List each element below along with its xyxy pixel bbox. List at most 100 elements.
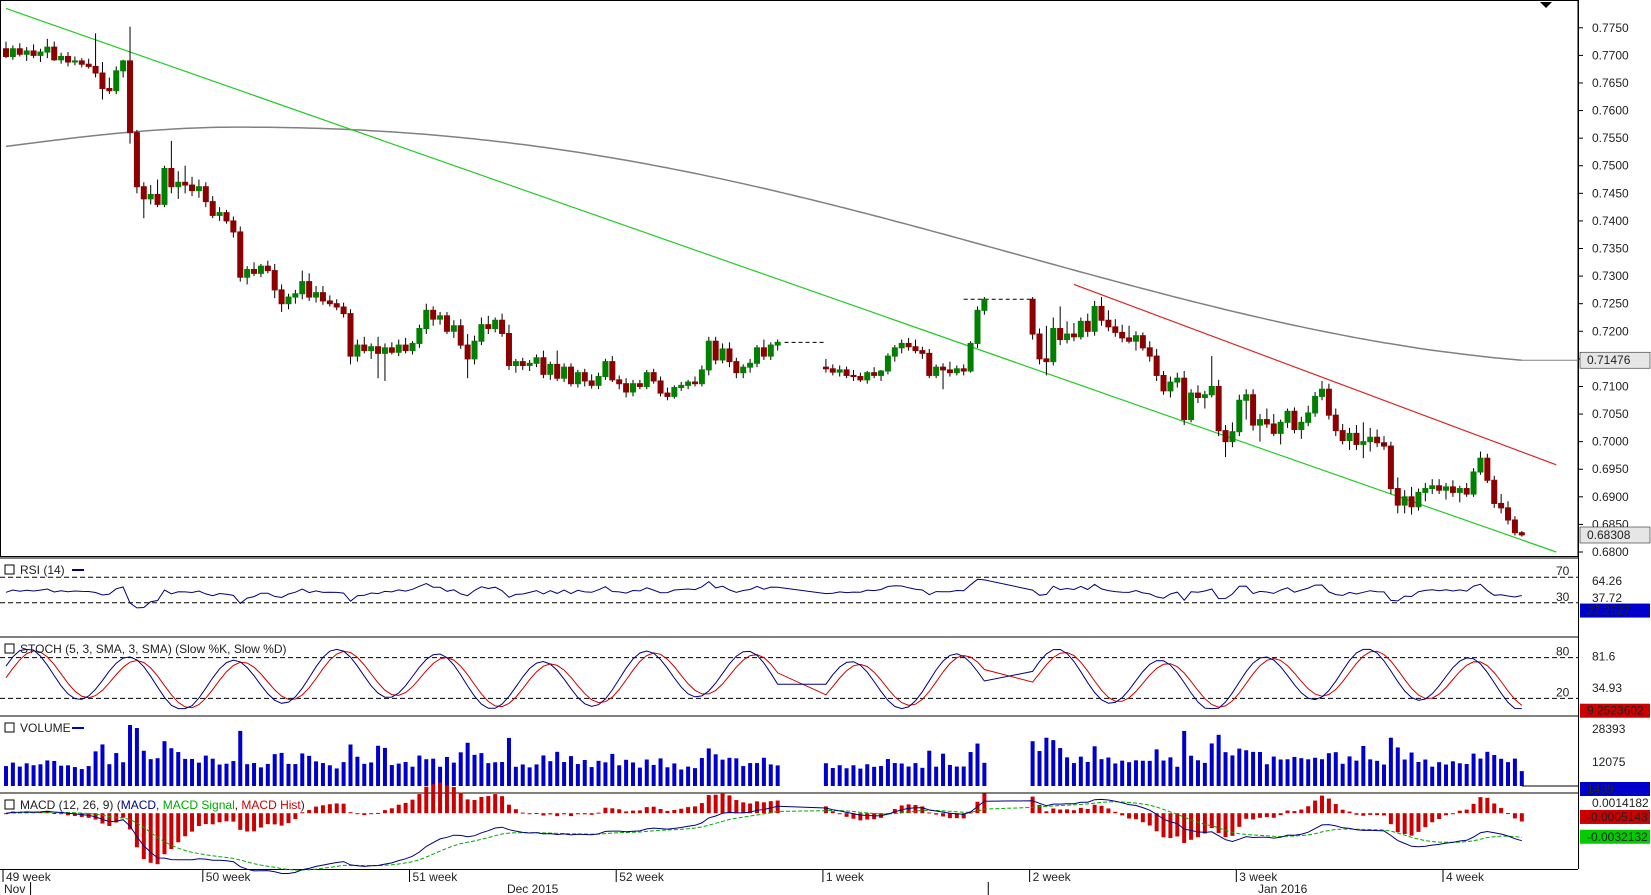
macd-collapse-icon[interactable] [4,799,15,810]
macd-hist-bar [1444,813,1449,816]
candle-body [1374,436,1381,444]
macd-hist-bar [1209,813,1214,829]
candle-body [92,65,99,74]
volume-bar [920,767,925,786]
volume-bar [121,762,126,786]
candle-body [898,342,905,349]
candle-body [58,55,65,61]
candle-body [113,70,120,92]
candle-body [44,46,51,53]
macd-hist-bar [761,802,766,814]
volume-title: VOLUME [20,721,71,735]
candle-body [1318,388,1325,397]
volume-bar [520,764,525,786]
macd-hist-bar [954,813,959,819]
volume-bar [1471,753,1476,786]
macd-hist-bar [1037,804,1042,814]
price-tick-label: 0.7200 [1592,324,1629,338]
volume-bar [1292,756,1297,786]
volume-bar [865,764,870,786]
price-tick-label: 0.7100 [1592,379,1629,393]
macd-hist-bar [665,810,670,814]
candle-body [223,212,230,222]
volume-bar [727,757,732,786]
candle-body [285,296,292,305]
macd-hist-bar [927,812,932,814]
macd-hist-bar [727,795,732,814]
macd-hist-bar [4,813,8,815]
macd-hist-bar [1388,813,1393,825]
candle-body [1505,507,1512,521]
candle-body [85,63,92,67]
volume-bar [369,762,374,786]
macd-hist-bar [1326,798,1331,814]
price-tick-label: 0.7450 [1592,186,1629,200]
macd-hist-bar [341,803,346,814]
month-label: Jan 2016 [1258,882,1308,895]
candle-body [623,383,630,393]
volume-bar [389,765,394,786]
volume-bar [1409,752,1414,786]
volume-bar [24,763,29,786]
macd-hist-bar [624,811,629,814]
macd-hist-bar [217,813,222,823]
macd-hist-bar [1168,813,1173,839]
macd-hist-bar [1375,813,1380,816]
macd-title-part: MACD [121,798,157,812]
volume-bar [1147,760,1152,786]
volume-bar [4,766,8,786]
volume-collapse-icon[interactable] [4,722,15,733]
green-trendline [5,7,1557,553]
candle-body [1298,421,1305,431]
volume-bar [362,763,367,786]
volume-bar [190,758,195,786]
macd-hist-bar [479,796,484,814]
candle-body [140,186,147,200]
stoch-collapse-icon[interactable] [4,643,15,654]
price-tick-label: 0.7300 [1592,269,1629,283]
macd-hist-bar [1223,813,1228,838]
candle-body [409,342,416,352]
volume-bar [1382,764,1386,786]
price-tick-label: 0.7500 [1592,159,1629,173]
candle-body [1360,441,1367,445]
volume-bar [431,758,436,786]
rsi-collapse-icon[interactable] [4,564,15,575]
candle-body [1167,381,1174,392]
macd-hist-bar [210,813,215,825]
candle-body [1408,496,1415,508]
macd-hist-bar [1175,813,1180,837]
candle-body [754,347,761,364]
candle-body [1036,333,1043,360]
macd-hist-bar [1423,813,1428,828]
macd-hist-bar [658,808,663,814]
volume-bar [568,756,573,786]
week-label: 50 week [206,870,252,884]
candle-body [526,362,533,366]
volume-bar [734,758,739,786]
volume-bar [72,767,77,786]
volume-bar [258,767,263,786]
macd-hist-bar [1216,813,1221,834]
candle-body [182,181,189,186]
stoch-axis-label: 81.6 [1592,650,1616,664]
price-tick-label: 0.7000 [1592,435,1629,449]
month-label: Dec 2015 [507,882,559,895]
candle-body [1346,432,1353,442]
price-tick-label: 0.7550 [1592,131,1629,145]
macd-hist-bar [1099,805,1104,814]
week-label: 4 week [1446,870,1485,884]
macd-hist-bar [858,813,863,821]
macd-hist-bar [403,802,408,814]
candle-body [878,370,885,376]
volume-bar [830,768,835,786]
macd-hist-bar [589,813,594,815]
volume-bar [906,766,911,786]
volume-bar [1175,766,1180,786]
volume-bar [1099,759,1104,786]
candle-body [1429,485,1436,490]
macd-hist-bar [679,808,684,814]
volume-bar [1257,752,1262,786]
macd-hist-bar [644,807,649,814]
scroll-marker-icon[interactable] [1540,2,1552,8]
